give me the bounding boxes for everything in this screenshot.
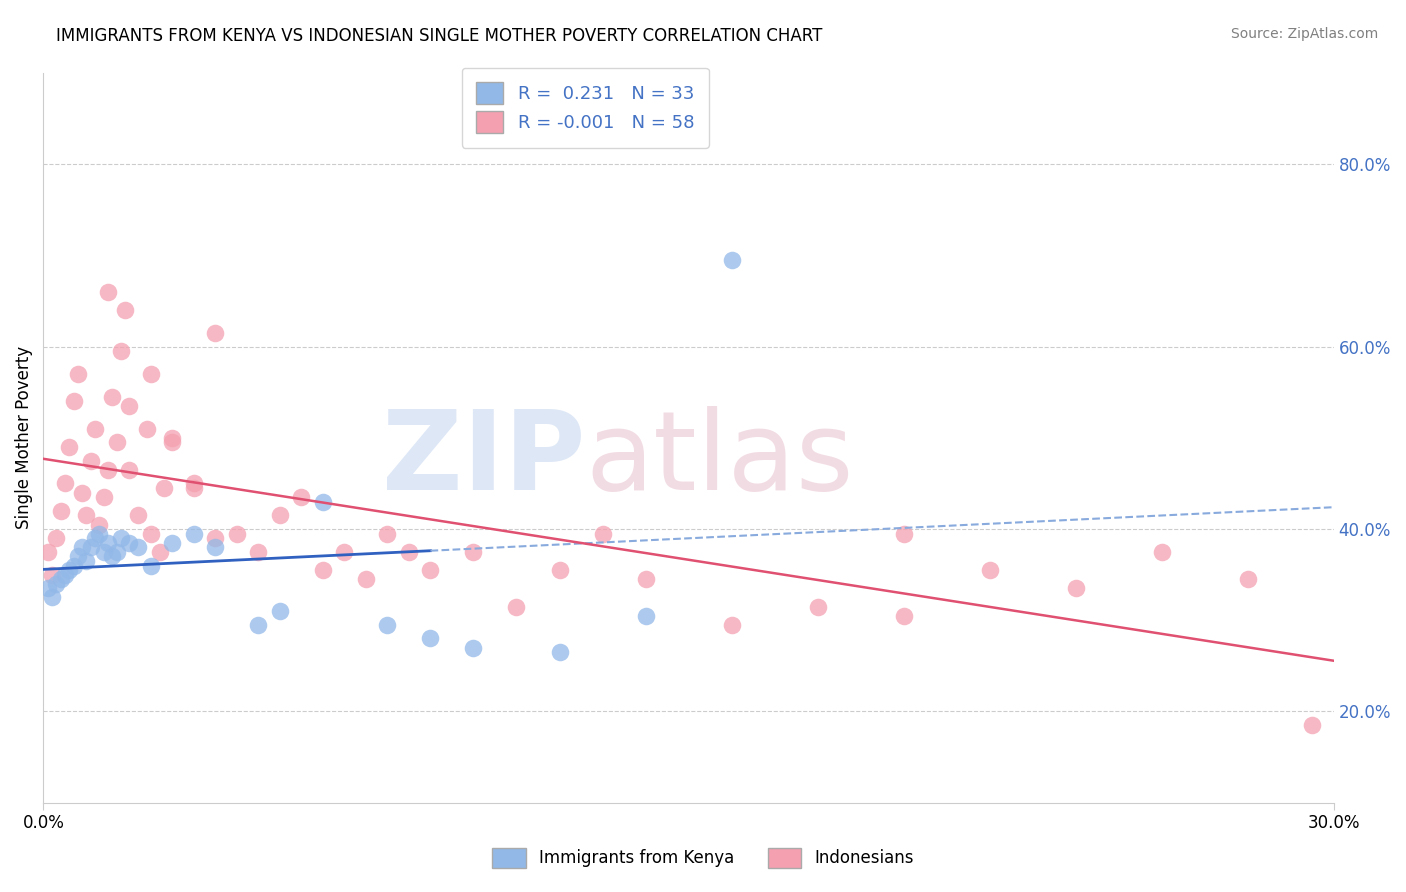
Point bbox=[139, 558, 162, 573]
Point bbox=[41, 567, 63, 582]
Text: IMMIGRANTS FROM KENYA VS INDONESIAN SINGLE MOTHER POVERTY CORRELATION CHART: IMMIGRANTS FROM KENYA VS INDONESIAN SING… bbox=[56, 27, 823, 45]
Y-axis label: Single Mother Poverty: Single Mother Poverty bbox=[15, 346, 32, 530]
Point bbox=[354, 572, 377, 586]
Point bbox=[148, 545, 170, 559]
Text: ZIP: ZIP bbox=[382, 406, 585, 513]
Point bbox=[634, 608, 657, 623]
Text: Source: ZipAtlas.com: Source: ZipAtlas.com bbox=[1230, 27, 1378, 41]
Point bbox=[105, 545, 128, 559]
Point bbox=[118, 463, 141, 477]
Point bbox=[162, 535, 184, 549]
Point bbox=[97, 463, 120, 477]
Point bbox=[247, 545, 270, 559]
Point bbox=[80, 453, 103, 467]
Point bbox=[118, 399, 141, 413]
Point bbox=[97, 535, 120, 549]
Point bbox=[153, 481, 176, 495]
Text: atlas: atlas bbox=[585, 406, 853, 513]
Point bbox=[204, 531, 226, 545]
Point bbox=[49, 572, 72, 586]
Point bbox=[548, 645, 571, 659]
Point bbox=[105, 435, 128, 450]
Point bbox=[139, 526, 162, 541]
Point bbox=[893, 608, 915, 623]
Point bbox=[183, 476, 205, 491]
Point bbox=[312, 563, 335, 577]
Point bbox=[75, 554, 97, 568]
Point bbox=[548, 563, 571, 577]
Point bbox=[66, 367, 89, 381]
Point bbox=[89, 517, 111, 532]
Point bbox=[70, 485, 93, 500]
Point bbox=[118, 535, 141, 549]
Point bbox=[97, 285, 120, 299]
Legend: R =  0.231   N = 33, R = -0.001   N = 58: R = 0.231 N = 33, R = -0.001 N = 58 bbox=[461, 68, 709, 148]
Point bbox=[58, 563, 80, 577]
Point bbox=[45, 576, 67, 591]
Point bbox=[1301, 718, 1323, 732]
Point bbox=[419, 632, 441, 646]
Point bbox=[84, 422, 107, 436]
Point bbox=[127, 541, 149, 555]
Point bbox=[162, 431, 184, 445]
Point bbox=[66, 549, 89, 564]
Point bbox=[70, 541, 93, 555]
Point bbox=[204, 326, 226, 340]
Point bbox=[806, 599, 828, 614]
Point bbox=[247, 617, 270, 632]
Point bbox=[398, 545, 420, 559]
Point bbox=[89, 526, 111, 541]
Point bbox=[93, 545, 115, 559]
Point bbox=[592, 526, 614, 541]
Point bbox=[139, 367, 162, 381]
Point bbox=[62, 558, 84, 573]
Point bbox=[58, 440, 80, 454]
Point bbox=[419, 563, 441, 577]
Point bbox=[979, 563, 1001, 577]
Point bbox=[127, 508, 149, 523]
Point bbox=[269, 604, 291, 618]
Point bbox=[226, 526, 249, 541]
Point bbox=[893, 526, 915, 541]
Point bbox=[333, 545, 356, 559]
Point bbox=[377, 617, 399, 632]
Point bbox=[1150, 545, 1173, 559]
Point bbox=[377, 526, 399, 541]
Point bbox=[634, 572, 657, 586]
Point bbox=[1064, 582, 1087, 596]
Point bbox=[41, 591, 63, 605]
Point bbox=[101, 390, 124, 404]
Point bbox=[162, 435, 184, 450]
Point bbox=[720, 253, 742, 268]
Point bbox=[463, 545, 485, 559]
Point bbox=[110, 344, 132, 359]
Point bbox=[45, 531, 67, 545]
Point bbox=[183, 526, 205, 541]
Point bbox=[37, 582, 59, 596]
Point bbox=[114, 303, 136, 318]
Point bbox=[290, 490, 312, 504]
Point bbox=[84, 531, 107, 545]
Legend: Immigrants from Kenya, Indonesians: Immigrants from Kenya, Indonesians bbox=[485, 841, 921, 875]
Point bbox=[49, 504, 72, 518]
Point bbox=[463, 640, 485, 655]
Point bbox=[183, 481, 205, 495]
Point bbox=[62, 394, 84, 409]
Point bbox=[269, 508, 291, 523]
Point bbox=[75, 508, 97, 523]
Point bbox=[1236, 572, 1258, 586]
Point bbox=[505, 599, 527, 614]
Point bbox=[312, 494, 335, 508]
Point bbox=[53, 567, 76, 582]
Point bbox=[135, 422, 157, 436]
Point bbox=[101, 549, 124, 564]
Point bbox=[110, 531, 132, 545]
Point bbox=[53, 476, 76, 491]
Point bbox=[204, 541, 226, 555]
Point bbox=[720, 617, 742, 632]
Point bbox=[93, 490, 115, 504]
Point bbox=[80, 541, 103, 555]
Point bbox=[37, 545, 59, 559]
